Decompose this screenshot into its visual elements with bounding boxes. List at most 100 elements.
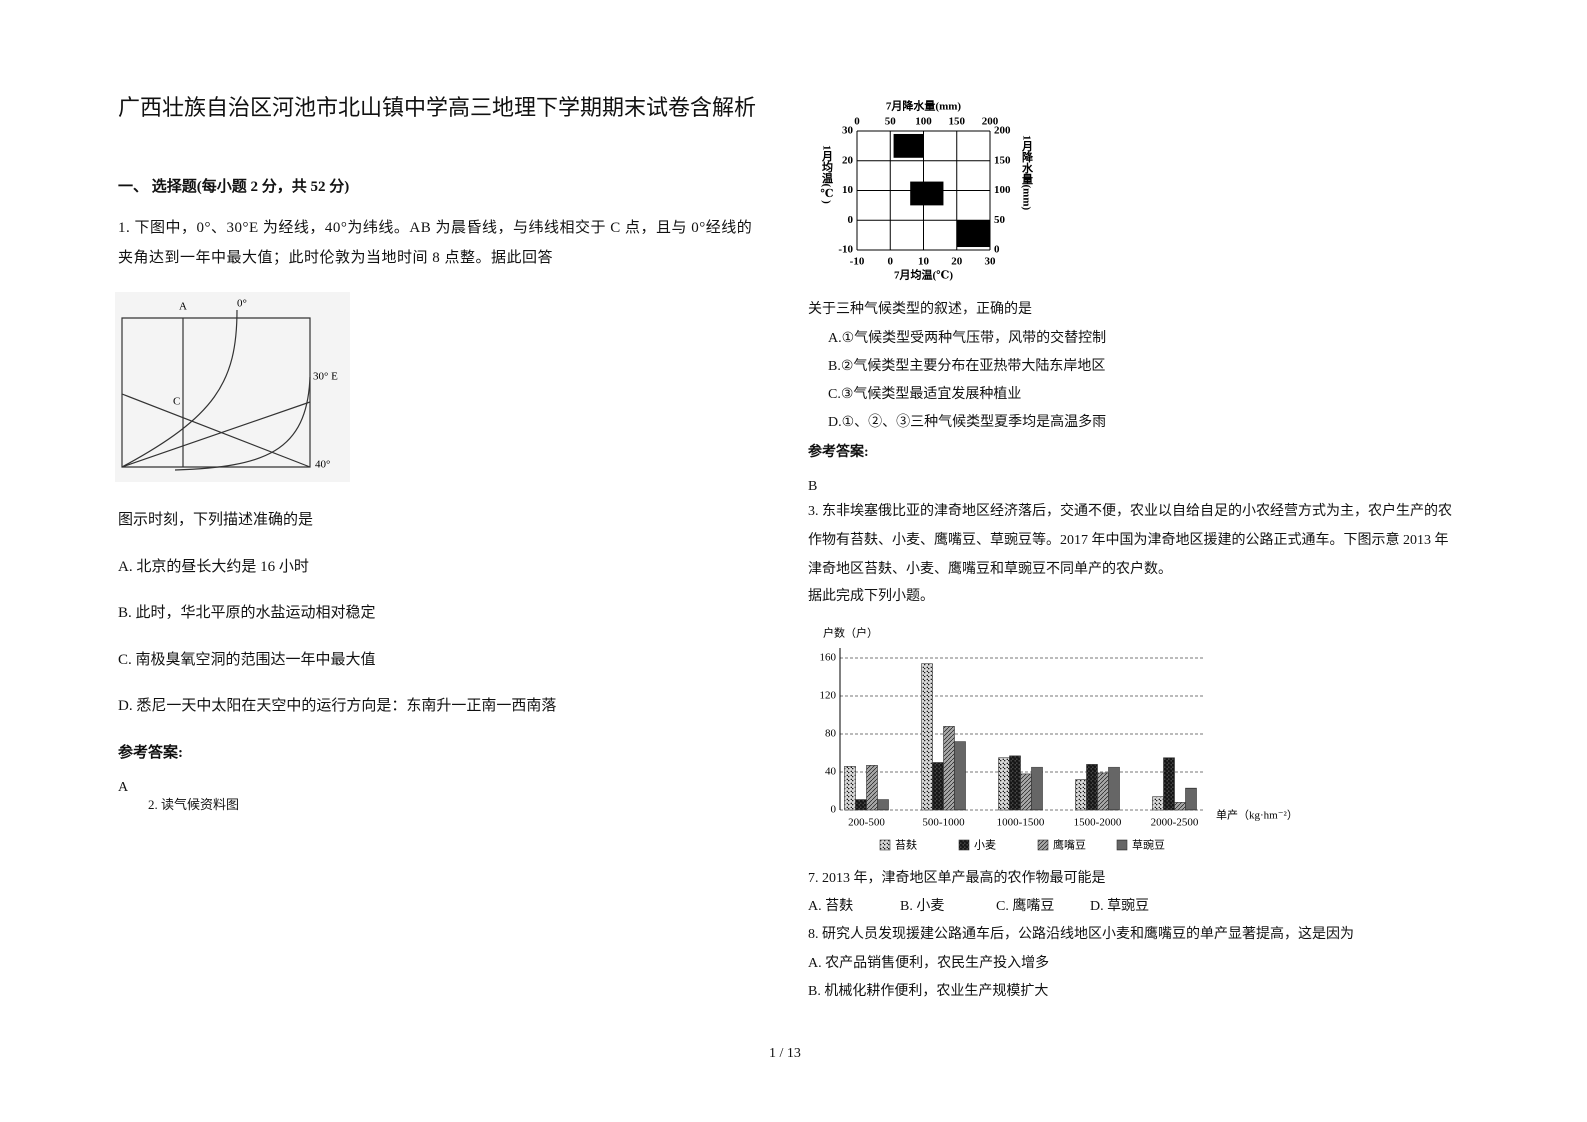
q2-question: 关于三种气候类型的叙述，正确的是 bbox=[808, 302, 1032, 317]
option: C. 鹰嘴豆 bbox=[996, 899, 1055, 914]
option: B. 小麦 bbox=[900, 899, 945, 914]
legend-label: 苔麸 bbox=[895, 838, 917, 852]
x-tick-label: 1500-2000 bbox=[1074, 817, 1122, 829]
bar bbox=[932, 762, 944, 811]
bar bbox=[844, 766, 856, 811]
x2-tick-label: 0 bbox=[854, 116, 860, 128]
page-number: 1 / 13 bbox=[769, 1046, 801, 1061]
label: 0° bbox=[237, 298, 247, 310]
bar bbox=[1020, 773, 1032, 811]
option: B. 机械化耕作便利，农业生产规模扩大 bbox=[808, 984, 1049, 999]
bar bbox=[954, 741, 966, 811]
q1-question: 图示时刻，下列描述准确的是 bbox=[118, 512, 314, 528]
y-axis-label: 1月均温(℃) bbox=[820, 145, 834, 204]
line-40 bbox=[121, 393, 311, 468]
bar bbox=[943, 726, 955, 811]
x2-tick-label: 50 bbox=[885, 116, 897, 128]
q1-figure: A 0° 30° E C 40° bbox=[115, 292, 350, 482]
bar bbox=[855, 799, 867, 811]
x-tick-label: 10 bbox=[918, 256, 930, 268]
option: A.①气候类型受两种气压带，风带的交替控制 bbox=[828, 331, 1107, 346]
bar bbox=[1185, 787, 1197, 811]
x-axis-label: 7月均温(℃) bbox=[894, 268, 953, 282]
y-tick-label: 0 bbox=[831, 804, 837, 816]
q3-prompt: 据此完成下列小题。 bbox=[808, 589, 934, 604]
bar bbox=[998, 757, 1010, 811]
y-tick-label: 120 bbox=[820, 690, 837, 702]
doc-title: 广西壮族自治区河池市北山镇中学高三地理下学期期末试卷含解析 bbox=[118, 95, 757, 120]
q7-question: 7. 2013 年，津奇地区单产最高的农作物最可能是 bbox=[808, 871, 1106, 886]
legend-label: 鹰嘴豆 bbox=[1053, 838, 1086, 852]
x2-tick-label: 100 bbox=[915, 116, 932, 128]
bar bbox=[877, 799, 889, 811]
y-axis-label: 户数（户） bbox=[823, 626, 878, 640]
bar bbox=[1075, 779, 1087, 811]
answer: B bbox=[808, 479, 818, 494]
x2-axis-label: 7月降水量(mm) bbox=[886, 99, 961, 113]
option: B.②气候类型主要分布在亚热带大陆东岸地区 bbox=[828, 359, 1106, 374]
bar bbox=[1152, 796, 1164, 811]
answer-label: 参考答案: bbox=[808, 445, 869, 460]
section-heading: 一、 选择题(每小题 2 分，共 52 分) bbox=[118, 179, 350, 195]
bar-chart: 0 40 80 120 160 户数（户） 单产（kg·hm⁻²） 200-500 500-10… bbox=[820, 626, 1298, 852]
x-tick-label: 30 bbox=[985, 256, 997, 268]
curve-0 bbox=[121, 309, 238, 468]
bar bbox=[1031, 766, 1043, 811]
legend-swatch bbox=[1037, 839, 1049, 851]
bar bbox=[1097, 772, 1109, 811]
y2-tick-label: 0 bbox=[994, 244, 1000, 256]
legend-swatch bbox=[1116, 839, 1128, 851]
q2-intro: 2. 读气候资料图 bbox=[148, 797, 240, 812]
option: C. 南极臭氧空洞的范围达一年中最大值 bbox=[118, 652, 376, 668]
option: D. 悉尼一天中太阳在天空中的运行方向是：东南升一正南一西南落 bbox=[118, 698, 557, 714]
option: D. 草豌豆 bbox=[1090, 899, 1150, 914]
legend-label: 小麦 bbox=[974, 839, 996, 852]
y2-tick-label: 100 bbox=[994, 184, 1011, 196]
label: 40° bbox=[315, 459, 330, 471]
y2-tick-label: 200 bbox=[994, 125, 1011, 137]
figure-bg bbox=[115, 292, 350, 482]
label: 30° E bbox=[313, 371, 338, 383]
y-tick-label: 40 bbox=[825, 766, 837, 778]
y-tick-label: 20 bbox=[842, 154, 854, 166]
x2-tick-label: 150 bbox=[949, 116, 966, 128]
legend-swatch bbox=[958, 839, 970, 851]
answer: A bbox=[118, 780, 129, 795]
x-tick-label: -10 bbox=[850, 256, 865, 268]
q8-question: 8. 研究人员发现援建公路通车后，公路沿线地区小麦和鹰嘴豆的单产显著提高，这是因… bbox=[808, 927, 1354, 942]
answer-label: 参考答案: bbox=[118, 745, 183, 761]
bar bbox=[866, 765, 878, 811]
bar bbox=[1174, 802, 1186, 811]
y-tick-label: 80 bbox=[825, 728, 837, 740]
option: B. 此时，华北平原的水盐运动相对稳定 bbox=[118, 605, 376, 621]
bar bbox=[921, 663, 933, 811]
label: C bbox=[173, 396, 180, 408]
bar bbox=[1163, 757, 1175, 811]
climate-region bbox=[956, 220, 990, 248]
curve-30 bbox=[174, 376, 311, 471]
bar bbox=[1009, 755, 1021, 811]
bar bbox=[1108, 766, 1120, 811]
option: C.③气候类型最适宜发展种植业 bbox=[828, 387, 1022, 402]
q3-stem: 3. 东非埃塞俄比亚的津奇地区经济落后，交通不便，农业以自给自足的小农经营方式为… bbox=[808, 504, 1452, 577]
y-tick-label: 30 bbox=[842, 125, 854, 137]
y2-tick-label: 150 bbox=[994, 154, 1011, 166]
x-tick-label: 2000-2500 bbox=[1151, 817, 1199, 829]
y-tick-label: 10 bbox=[842, 184, 854, 196]
climate-region bbox=[893, 133, 924, 158]
option: A. 北京的昼长大约是 16 小时 bbox=[118, 559, 309, 575]
climate-region bbox=[910, 181, 944, 206]
y-tick-label: -10 bbox=[838, 244, 853, 256]
x-tick-label: 20 bbox=[951, 256, 963, 268]
option: A. 农产品销售便利，农民生产投入增多 bbox=[808, 956, 1050, 971]
label: A bbox=[179, 301, 187, 313]
x2-tick-label: 200 bbox=[982, 116, 999, 128]
legend-swatch bbox=[879, 839, 891, 851]
y2-tick-label: 50 bbox=[994, 214, 1006, 226]
y2-axis-label: 1月降水量(mm) bbox=[1020, 135, 1034, 210]
q1-stem: 1. 下图中，0°、30°E 为经线，40°为纬线。AB 为晨昏线，与纬线相交于… bbox=[118, 220, 753, 266]
legend-label: 草豌豆 bbox=[1132, 838, 1165, 852]
line-ab bbox=[121, 401, 311, 468]
